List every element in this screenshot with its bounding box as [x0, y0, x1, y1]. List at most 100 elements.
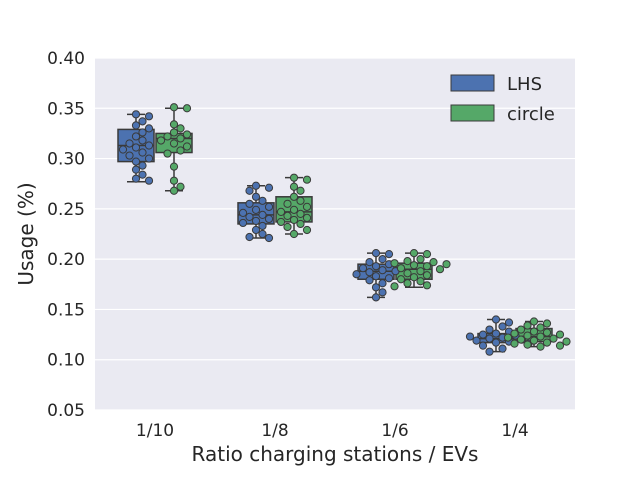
legend-label-circle: circle [507, 104, 555, 125]
point-circle [542, 328, 552, 337]
point-lhs [138, 161, 147, 170]
point-circle [276, 217, 286, 227]
point-lhs [371, 249, 381, 258]
point-circle [296, 209, 305, 218]
point-circle [169, 162, 179, 171]
point-circle [416, 255, 425, 264]
point-lhs [131, 132, 141, 141]
point-lhs [251, 192, 261, 201]
point-lhs [131, 110, 141, 119]
point-lhs [131, 143, 141, 152]
y-tick-label: 0.20 [47, 250, 85, 270]
point-circle [529, 327, 539, 336]
point-circle [435, 265, 445, 274]
point-lhs [144, 154, 154, 163]
x-tick-label: 1/8 [261, 421, 288, 441]
point-lhs [138, 136, 147, 145]
point-lhs [251, 205, 261, 214]
point-lhs [245, 212, 254, 222]
point-circle [390, 259, 399, 268]
point-lhs [258, 210, 267, 219]
point-circle [289, 229, 299, 239]
point-circle [396, 264, 406, 273]
legend-swatch-circle [450, 104, 495, 122]
point-lhs [238, 218, 248, 228]
point-circle [409, 249, 419, 258]
y-tick-label: 0.15 [47, 300, 85, 320]
x-tick-label: 1/6 [381, 421, 408, 441]
point-lhs [131, 174, 141, 183]
point-lhs [131, 121, 141, 130]
point-circle [182, 130, 192, 139]
point-lhs [365, 276, 374, 285]
point-lhs [264, 233, 274, 243]
y-tick-label: 0.35 [47, 99, 85, 119]
point-circle [283, 199, 292, 208]
point-lhs [472, 336, 481, 345]
point-lhs [258, 229, 267, 239]
point-circle [169, 120, 179, 129]
point-lhs [378, 266, 387, 275]
point-lhs [138, 128, 147, 137]
point-circle [536, 332, 545, 341]
point-circle [156, 136, 166, 145]
y-tick-label: 0.40 [47, 49, 85, 69]
point-lhs [138, 117, 147, 126]
point-lhs [491, 315, 501, 324]
point-lhs [465, 332, 475, 341]
point-lhs [365, 268, 374, 277]
point-lhs [504, 318, 514, 327]
point-circle [302, 225, 312, 235]
point-circle [523, 340, 532, 349]
point-circle [562, 337, 571, 346]
point-circle [182, 104, 192, 113]
legend-swatch-lhs [450, 74, 495, 92]
point-lhs [371, 262, 381, 271]
point-lhs [131, 157, 141, 166]
point-circle [416, 267, 425, 276]
point-circle [429, 258, 438, 267]
point-circle [510, 339, 519, 348]
y-axis-label: Usage (%) [14, 182, 38, 285]
point-lhs [258, 221, 267, 231]
point-circle [523, 331, 532, 340]
point-circle [542, 319, 552, 328]
point-circle [289, 205, 299, 214]
point-circle [296, 186, 305, 195]
point-circle [396, 275, 406, 284]
point-circle [163, 149, 172, 158]
point-circle [289, 215, 299, 225]
point-lhs [118, 145, 128, 154]
x-tick-label: 1/4 [501, 421, 528, 441]
point-circle [529, 336, 539, 345]
point-circle [289, 173, 299, 182]
x-axis-label: Ratio charging stations / EVs [192, 442, 479, 466]
point-lhs [358, 264, 368, 273]
point-lhs [371, 272, 381, 281]
point-circle [296, 196, 305, 205]
point-circle [163, 132, 172, 141]
point-lhs [138, 148, 147, 157]
point-lhs [258, 196, 267, 205]
point-circle [403, 279, 412, 288]
point-lhs [478, 341, 488, 350]
y-axis-ticks: 0.05 0.10 0.15 0.20 0.25 0.30 0.35 0.40 [47, 49, 85, 421]
point-lhs [378, 255, 387, 264]
point-lhs [251, 181, 261, 190]
point-circle [182, 142, 192, 151]
point-circle [176, 146, 185, 155]
point-lhs [384, 274, 394, 283]
x-tick-label: 1/10 [136, 421, 174, 441]
point-lhs [238, 208, 248, 217]
point-lhs [144, 124, 154, 133]
point-circle [409, 273, 419, 282]
point-lhs [371, 293, 381, 302]
y-tick-label: 0.05 [47, 401, 85, 421]
point-circle [302, 202, 312, 211]
point-circle [549, 334, 558, 343]
point-lhs [352, 270, 361, 279]
point-lhs [498, 344, 507, 353]
point-lhs [144, 141, 154, 150]
point-circle [536, 342, 545, 351]
point-circle [403, 257, 412, 266]
